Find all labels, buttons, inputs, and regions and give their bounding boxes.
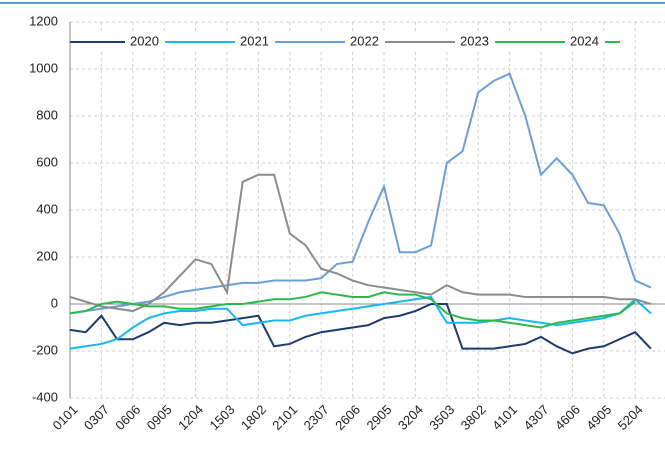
x-tick-label: 1503 — [206, 402, 237, 433]
x-tick-label: 1802 — [238, 402, 269, 433]
x-tick-label: 4307 — [520, 402, 551, 433]
x-tick-label: 0905 — [144, 402, 175, 433]
y-tick-label: 400 — [36, 201, 58, 216]
x-tick-label: 3204 — [395, 402, 426, 433]
x-tick-label: 2905 — [363, 402, 394, 433]
series-line — [69, 295, 652, 350]
x-tick-label: 3503 — [426, 402, 457, 433]
y-tick-label: 1200 — [29, 13, 58, 28]
x-tick-label: 4101 — [489, 402, 520, 433]
x-tick-label: 5204 — [615, 402, 646, 433]
legend-label: 2021 — [240, 33, 269, 48]
x-tick-label: 2606 — [332, 402, 363, 433]
legend-label: 2023 — [460, 33, 489, 48]
series-line — [69, 173, 652, 313]
x-tick-label: 1204 — [175, 402, 206, 433]
y-tick-label: 0 — [51, 295, 58, 310]
y-tick-label: 1000 — [29, 60, 58, 75]
x-tick-label: 0307 — [81, 402, 112, 433]
x-tick-label: 0101 — [49, 402, 80, 433]
series-line — [69, 291, 636, 329]
x-tick-label: 0606 — [112, 402, 143, 433]
y-tick-label: 800 — [36, 107, 58, 122]
x-tick-label: 2101 — [269, 402, 300, 433]
y-tick-label: 600 — [36, 154, 58, 169]
x-tick-label: 4606 — [552, 402, 583, 433]
x-tick-label: 3802 — [458, 402, 489, 433]
legend-label: 2020 — [130, 33, 159, 48]
series-line — [69, 72, 652, 315]
y-tick-label: -200 — [32, 342, 58, 357]
x-tick-label: 4905 — [583, 402, 614, 433]
y-tick-label: 200 — [36, 248, 58, 263]
x-tick-label: 2307 — [301, 402, 332, 433]
legend-label: 2024 — [570, 33, 599, 48]
legend-label: 2022 — [350, 33, 379, 48]
series-line — [69, 303, 652, 355]
y-tick-label: -400 — [32, 389, 58, 404]
